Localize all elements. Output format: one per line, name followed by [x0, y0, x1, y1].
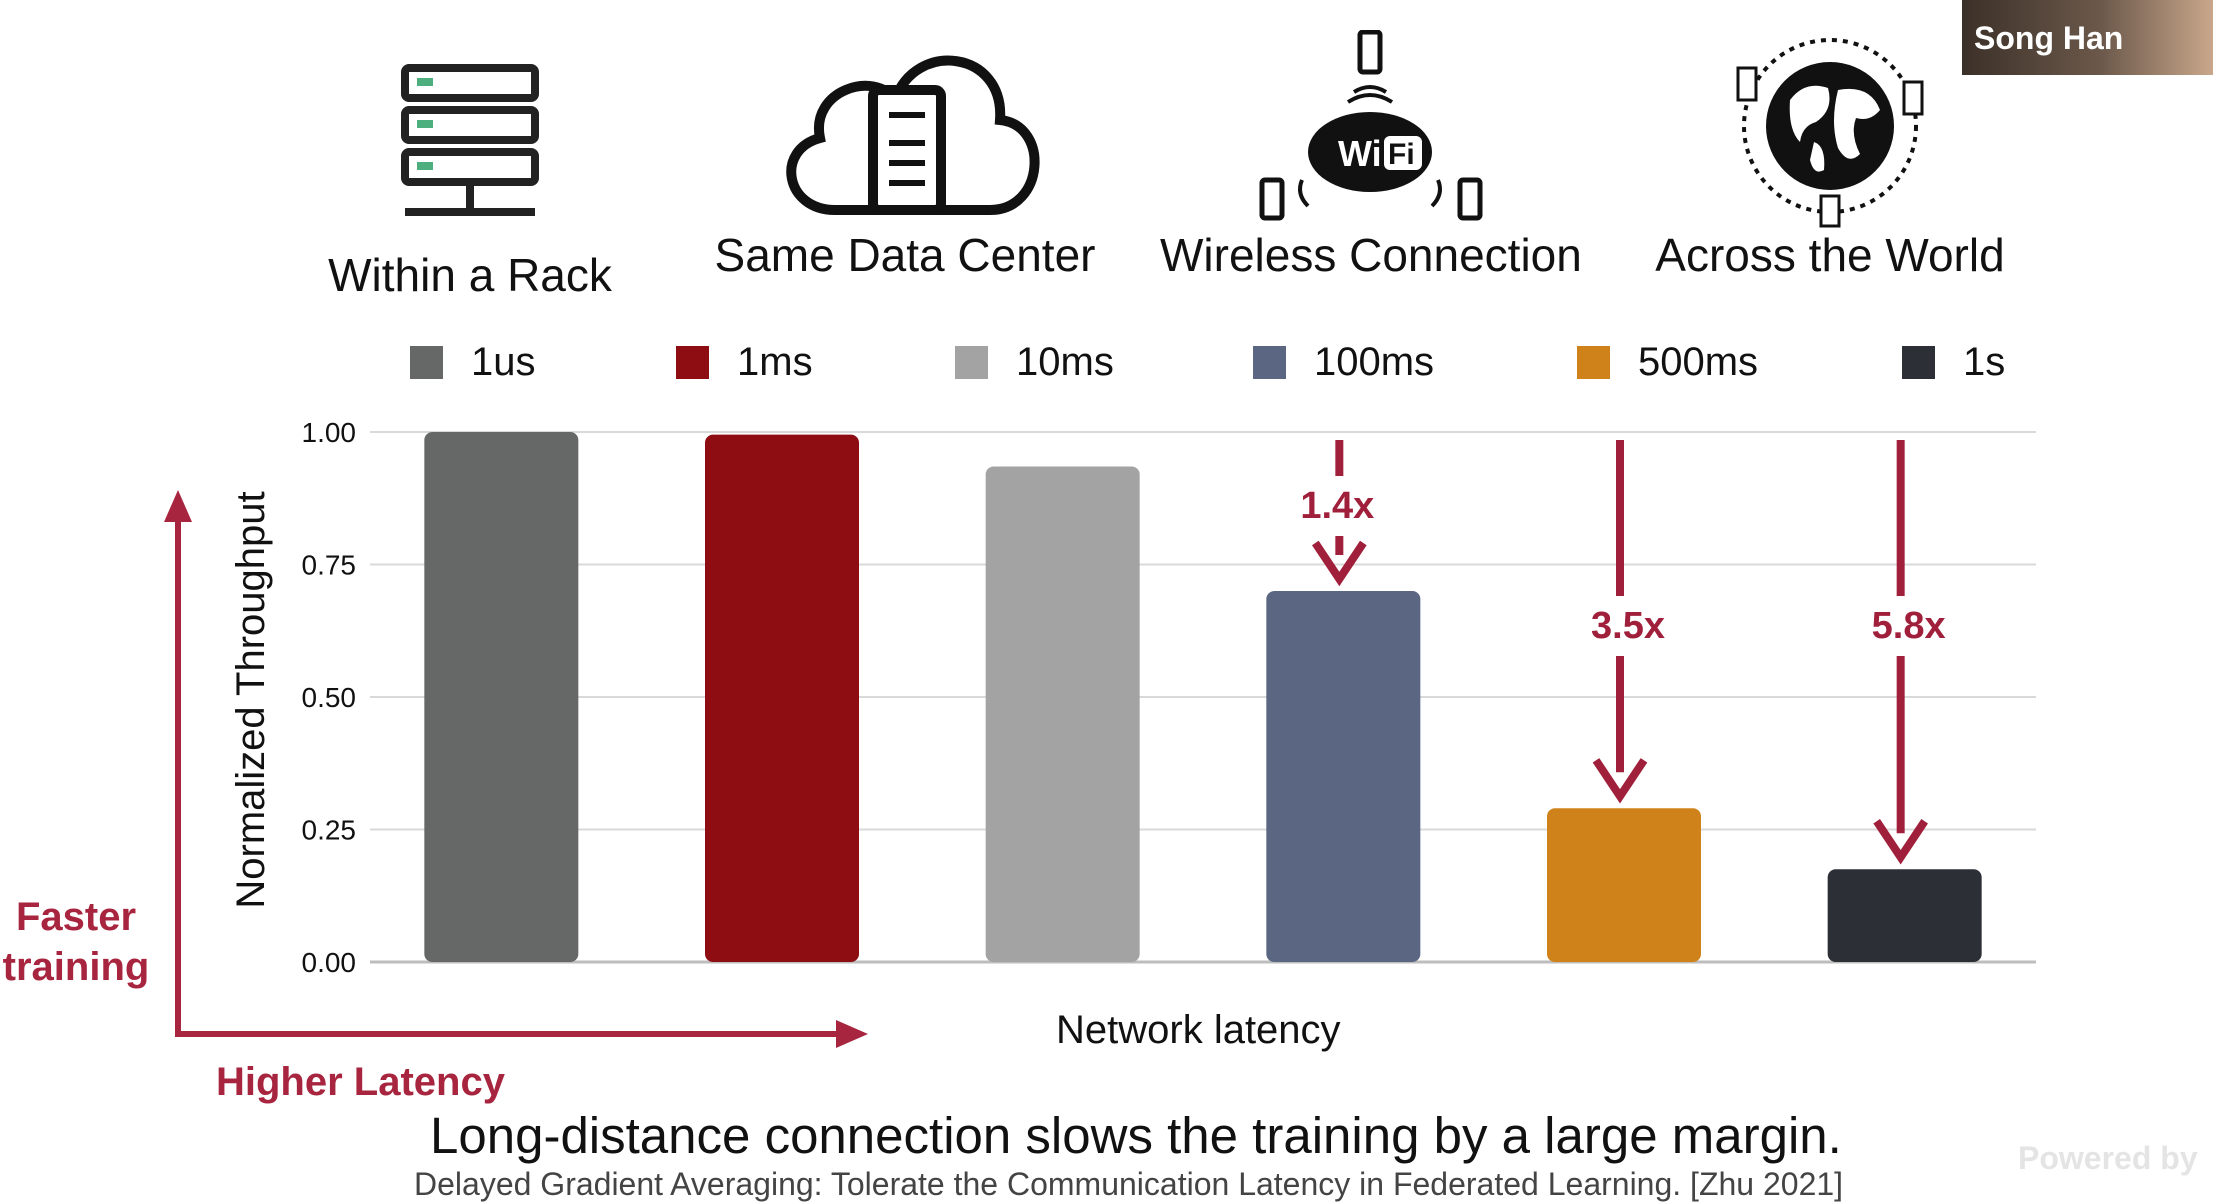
y-tick-label: 0.50 — [302, 682, 357, 713]
higher-latency-label: Higher Latency — [216, 1060, 505, 1104]
y-tick-label: 0.25 — [302, 815, 357, 846]
legend-swatch — [955, 346, 988, 379]
watermark: Powered by — [2018, 1140, 2198, 1176]
legend-label: 500ms — [1638, 340, 1759, 384]
y-tick-label: 0.75 — [302, 550, 357, 581]
bar-1s — [1827, 869, 1982, 962]
slide-caption: Long-distance connection slows the train… — [430, 1107, 1842, 1164]
bar-1us — [424, 432, 579, 962]
bar-1ms — [705, 434, 859, 962]
category-across-world: Across the World — [1620, 38, 2040, 282]
cloud-server-icon — [786, 55, 1040, 215]
grid-lines — [370, 431, 2036, 964]
speedup-label: 5.8x — [1872, 605, 1946, 647]
category-within-rack: Within a Rack — [260, 50, 680, 302]
legend-item: 1us — [410, 340, 536, 385]
svg-text:Wi: Wi — [1338, 133, 1382, 174]
y-tick-labels: 0.00 0.25 0.50 0.75 1.00 — [302, 417, 357, 978]
up-arrow-icon — [164, 490, 192, 522]
citation: Delayed Gradient Averaging: Tolerate the… — [414, 1166, 1844, 1202]
y-axis-title: Normalized Throughput — [229, 491, 273, 908]
faster-training-line2: training — [2, 945, 150, 989]
presenter-name: Song Han — [1974, 20, 2124, 56]
down-arrow-icon — [1312, 540, 1367, 587]
latency-arrows — [164, 490, 868, 1048]
down-arrow-icon — [1592, 758, 1648, 804]
category-label: Across the World — [1655, 229, 2005, 281]
speedup-annotations: 1.4x 3.5x 5.8x — [1300, 440, 1946, 865]
category-label: Within a Rack — [328, 249, 612, 301]
speedup-label: 3.5x — [1591, 605, 1665, 647]
legend-item: 100ms — [1253, 340, 1434, 385]
legend-item: 10ms — [955, 340, 1114, 385]
legend-item: 1s — [1902, 340, 2005, 385]
legend-swatch — [1577, 346, 1610, 379]
down-arrow-icon — [1873, 819, 1928, 865]
svg-text:Fi: Fi — [1388, 138, 1415, 171]
y-tick-label: 0.00 — [302, 947, 357, 978]
legend-label: 1ms — [737, 340, 813, 384]
legend-item: 500ms — [1577, 340, 1758, 385]
legend-swatch — [410, 346, 443, 379]
legend-swatch — [1902, 346, 1935, 379]
bars — [424, 432, 1982, 962]
right-arrow-icon — [836, 1020, 868, 1048]
faster-training-line1: Faster — [15, 895, 137, 939]
legend-swatch — [676, 346, 709, 379]
category-wireless: Wi Fi Wireless Connection — [1160, 30, 1582, 282]
globe-network-icon — [1736, 38, 1924, 228]
legend-item: 1ms — [676, 340, 813, 385]
x-axis-title: Network latency — [1056, 1008, 1341, 1052]
faster-training-label: Faster training — [0, 892, 152, 992]
presenter-video-tile[interactable]: Song Han — [1962, 0, 2213, 75]
category-same-datacenter: Same Data Center — [695, 50, 1115, 282]
category-label: Wireless Connection — [1160, 229, 1582, 281]
bar-500ms — [1547, 808, 1701, 962]
server-rack-icon — [401, 64, 539, 216]
bar-100ms — [1266, 591, 1421, 962]
y-tick-label: 1.00 — [302, 417, 357, 448]
category-label: Same Data Center — [714, 229, 1096, 281]
legend-label: 1s — [1963, 340, 2006, 384]
legend-swatch — [1253, 346, 1286, 379]
bar-10ms — [985, 466, 1140, 962]
legend-label: 1us — [471, 340, 536, 384]
legend-label: 100ms — [1314, 340, 1435, 384]
legend-label: 10ms — [1016, 340, 1114, 384]
speedup-label: 1.4x — [1300, 485, 1374, 527]
wifi-devices-icon: Wi Fi — [1259, 30, 1483, 221]
